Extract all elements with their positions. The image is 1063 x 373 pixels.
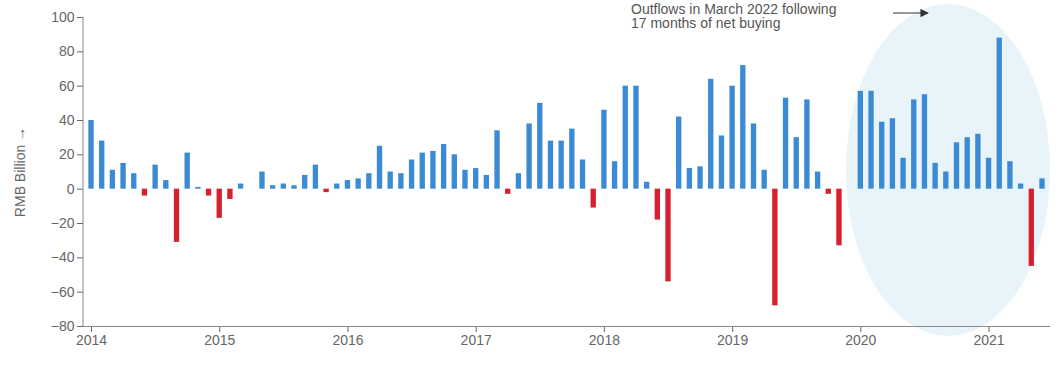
svg-text:80: 80 (59, 43, 75, 59)
svg-text:2018: 2018 (589, 332, 620, 348)
svg-text:2019: 2019 (717, 332, 748, 348)
svg-text:2021: 2021 (973, 332, 1004, 348)
svg-text:−20: −20 (51, 215, 75, 231)
svg-text:40: 40 (59, 112, 75, 128)
svg-text:2020: 2020 (845, 332, 876, 348)
svg-text:−60: −60 (51, 284, 75, 300)
svg-text:−40: −40 (51, 249, 75, 265)
svg-text:20: 20 (59, 146, 75, 162)
svg-text:2016: 2016 (332, 332, 363, 348)
svg-text:2017: 2017 (461, 332, 492, 348)
svg-text:2015: 2015 (204, 332, 235, 348)
svg-text:60: 60 (59, 78, 75, 94)
svg-text:RMB Billion →: RMB Billion → (12, 127, 28, 217)
svg-text:0: 0 (67, 181, 75, 197)
svg-text:−80: −80 (51, 318, 75, 334)
svg-text:Outflows in March 2022 followi: Outflows in March 2022 following17 month… (631, 1, 836, 31)
svg-text:100: 100 (51, 9, 75, 25)
svg-text:2014: 2014 (76, 332, 107, 348)
